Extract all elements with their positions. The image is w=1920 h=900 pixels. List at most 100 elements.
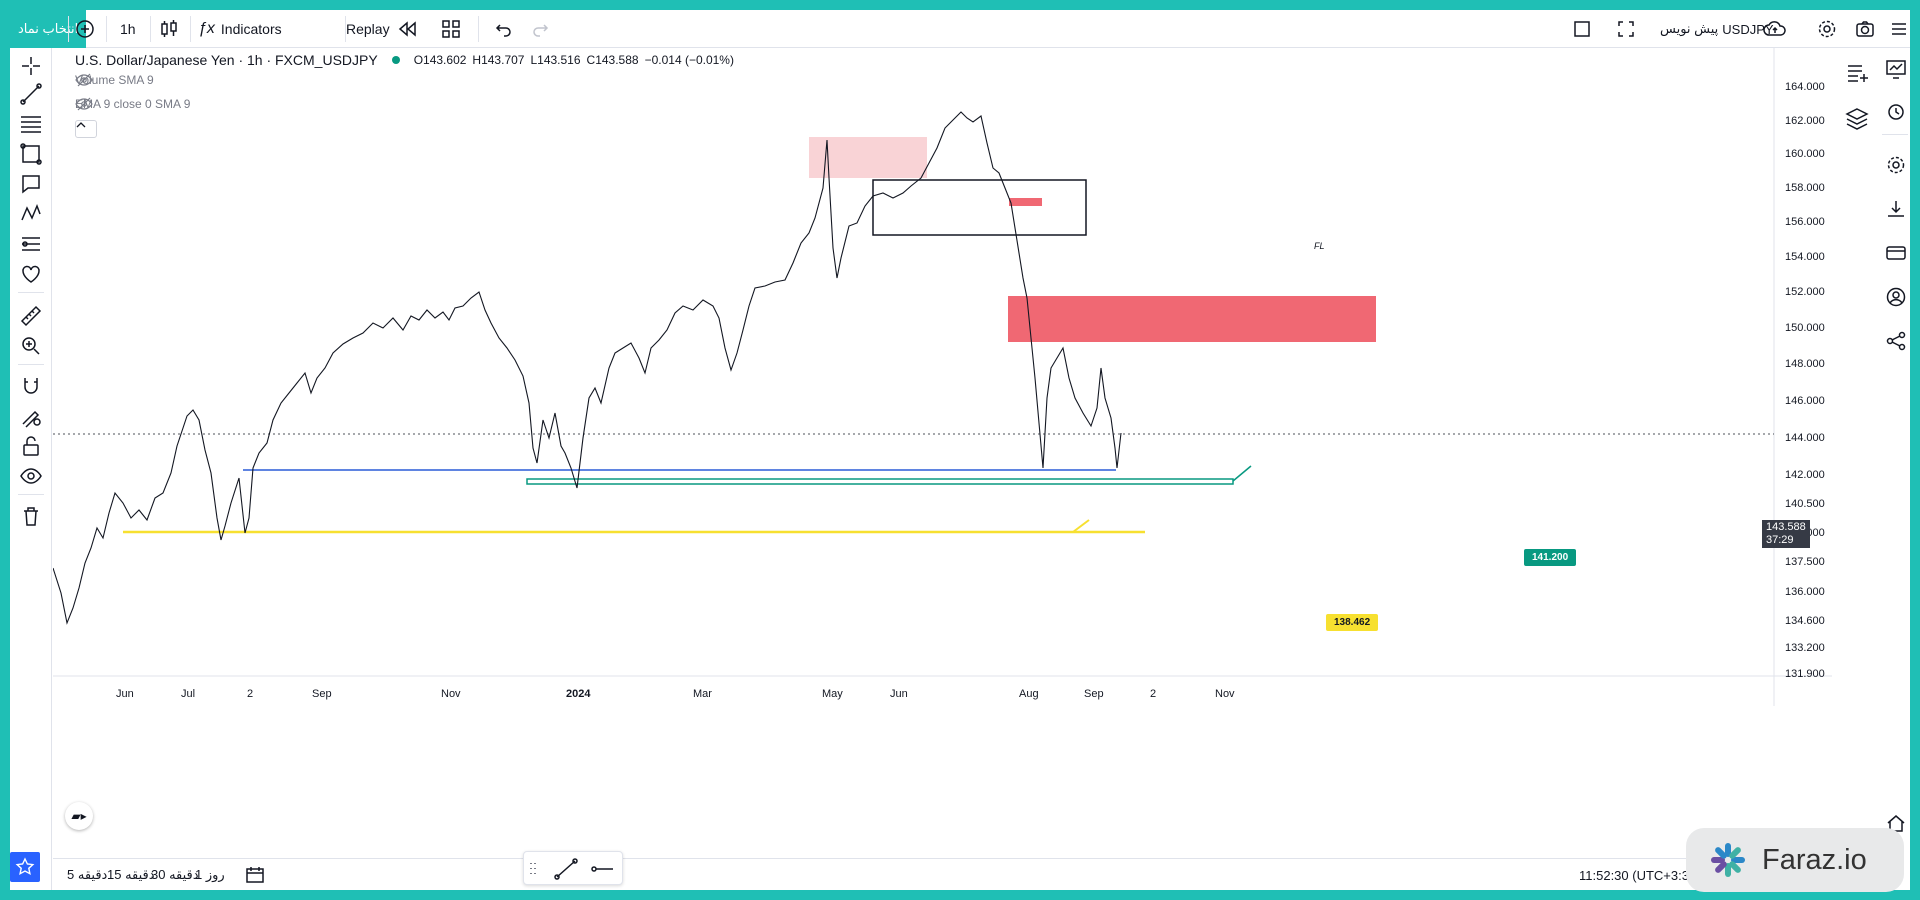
time-tick-label: 2 <box>1150 688 1157 700</box>
add-symbol-button[interactable] <box>74 10 96 48</box>
fib-retracement-icon[interactable] <box>19 112 43 136</box>
price-tick-label: 150.000 <box>1785 322 1825 334</box>
heart-icon[interactable] <box>19 262 43 286</box>
price-tick-label: 160.000 <box>1785 148 1825 160</box>
rewind-icon <box>398 21 416 37</box>
chart-name-button[interactable]: پیش نویس USDJPY <box>1660 10 1774 48</box>
range-label: 5 دقیقه <box>67 867 108 882</box>
interval-button[interactable]: 1h <box>120 21 136 37</box>
drawing-toolbar <box>10 48 52 890</box>
indicators-button[interactable]: ƒx Indicators <box>198 10 282 48</box>
calendar-icon <box>246 867 264 883</box>
yellow-level-callout[interactable]: 138.462 <box>1326 614 1379 631</box>
price-tick-label: 142.000 <box>1785 469 1825 481</box>
indicators-label: Indicators <box>220 21 282 37</box>
prediction-icon[interactable] <box>19 232 43 256</box>
time-tick-label: Mar <box>693 688 712 700</box>
settings-button[interactable] <box>1816 10 1838 48</box>
camera-icon <box>1856 21 1874 37</box>
ohlc-open: O143.602 <box>413 53 467 67</box>
save-cloud-button[interactable] <box>1762 10 1788 48</box>
ohlc-change: −0.014 (−0.01%) <box>644 53 734 67</box>
chart-monitor-icon[interactable] <box>1885 58 1907 80</box>
right-widget-bar <box>1832 48 1910 890</box>
trendline-icon[interactable] <box>554 858 578 880</box>
time-tick-label: 2 <box>247 688 254 700</box>
chevron-up-icon <box>76 122 86 128</box>
gear-icon <box>1818 20 1836 38</box>
rectangle-tool-icon[interactable] <box>19 142 43 166</box>
menu-button[interactable] <box>1890 10 1908 48</box>
card-icon[interactable] <box>1885 242 1907 264</box>
drag-handle-icon[interactable] <box>528 861 538 877</box>
symbol-search-button[interactable]: انتخاب نماد <box>10 10 87 48</box>
watchlist-icon[interactable] <box>1844 60 1870 86</box>
time-tick-label: Aug <box>1019 688 1039 700</box>
zoom-icon[interactable] <box>19 334 43 358</box>
price-tick-label: 134.600 <box>1785 615 1825 627</box>
eye-off-icon[interactable] <box>75 97 93 111</box>
horizontal-ray-icon[interactable] <box>590 858 614 880</box>
download-icon[interactable] <box>1885 198 1907 220</box>
ticker-label: USDJPY <box>1722 21 1774 37</box>
top-toolbar: انتخاب نماد 1h ƒx Indicators Replay <box>10 10 1910 48</box>
alarm-icon[interactable] <box>1885 100 1907 122</box>
price-tick-label: 164.000 <box>1785 81 1825 93</box>
redo-button[interactable] <box>530 10 550 48</box>
chart-style-button[interactable] <box>158 10 180 48</box>
ruler-icon[interactable] <box>19 304 43 328</box>
price-tick-label: 137.500 <box>1785 556 1825 568</box>
fullscreen-toggle-button[interactable] <box>1572 10 1592 48</box>
time-tick-label: Nov <box>441 688 461 700</box>
indicator-volume[interactable]: Volume SMA 9 <box>75 73 154 87</box>
eye-off-icon[interactable] <box>75 73 93 87</box>
price-tick-label: 144.000 <box>1785 432 1825 444</box>
crosshair-icon[interactable] <box>19 54 43 78</box>
current-price-label: 143.588 37:29 <box>1762 520 1810 548</box>
pattern-icon[interactable] <box>19 202 43 226</box>
tradingview-logo[interactable]: ▰▸ <box>65 802 93 830</box>
grid-icon <box>442 20 460 38</box>
snapshot-button[interactable] <box>1854 10 1876 48</box>
share-icon[interactable] <box>1885 330 1907 352</box>
collapse-legend-button[interactable] <box>75 120 97 138</box>
date-range-button[interactable] <box>245 859 265 890</box>
trash-icon[interactable] <box>19 504 43 528</box>
price-chart[interactable] <box>53 48 1832 838</box>
symbol-title[interactable]: U.S. Dollar/Japanese Yen · 1h · FXCM_USD… <box>75 52 378 68</box>
annotation-icon[interactable] <box>19 172 43 196</box>
price-series-line <box>53 111 1122 625</box>
time-tick-label: May <box>822 688 843 700</box>
box-note-label: FL <box>1314 241 1325 251</box>
price-tick-label: 140.500 <box>1785 498 1825 510</box>
faraz-logo-icon <box>1711 843 1745 877</box>
eye-icon[interactable] <box>19 464 43 488</box>
indicator-ema[interactable]: EMA 9 close 0 SMA 9 <box>75 97 190 111</box>
legend-main: U.S. Dollar/Japanese Yen · 1h · FXCM_USD… <box>75 52 734 68</box>
range-15min[interactable]: 15 دقیقه <box>107 859 155 890</box>
layout-button[interactable] <box>440 10 462 48</box>
trendline-icon[interactable] <box>19 82 43 106</box>
magnet-icon[interactable] <box>19 374 43 398</box>
star-icon <box>15 857 35 876</box>
lock-drawing-icon[interactable] <box>19 404 43 428</box>
indicator-label: Volume SMA 9 <box>75 73 154 87</box>
bottom-toolbar: 5 دقیقه 15 دقیقه 30 دقیقه 1 روز 11:52:30… <box>53 851 1832 890</box>
ohlc-high: H143.707 <box>472 53 525 67</box>
favorites-button[interactable] <box>10 852 40 882</box>
price-tick-label: 148.000 <box>1785 358 1825 370</box>
clock-timezone[interactable]: 11:52:30 (UTC+3:30) <box>1579 859 1701 890</box>
range-1day[interactable]: 1 روز <box>195 859 225 890</box>
expand-button[interactable] <box>1616 10 1636 48</box>
range-30min[interactable]: 30 دقیقه <box>151 859 199 890</box>
time-tick-label: Jun <box>116 688 134 700</box>
replay-button[interactable]: Replay <box>346 10 418 48</box>
green-level-callout[interactable]: 141.200 <box>1524 549 1577 566</box>
layers-icon[interactable] <box>1844 106 1870 132</box>
chart-pane[interactable]: U.S. Dollar/Japanese Yen · 1h · FXCM_USD… <box>53 48 1832 838</box>
user-icon[interactable] <box>1885 286 1907 308</box>
gear-icon[interactable] <box>1885 154 1907 176</box>
range-5min[interactable]: 5 دقیقه <box>67 859 107 890</box>
lock-icon[interactable] <box>19 434 43 458</box>
undo-button[interactable] <box>494 10 514 48</box>
